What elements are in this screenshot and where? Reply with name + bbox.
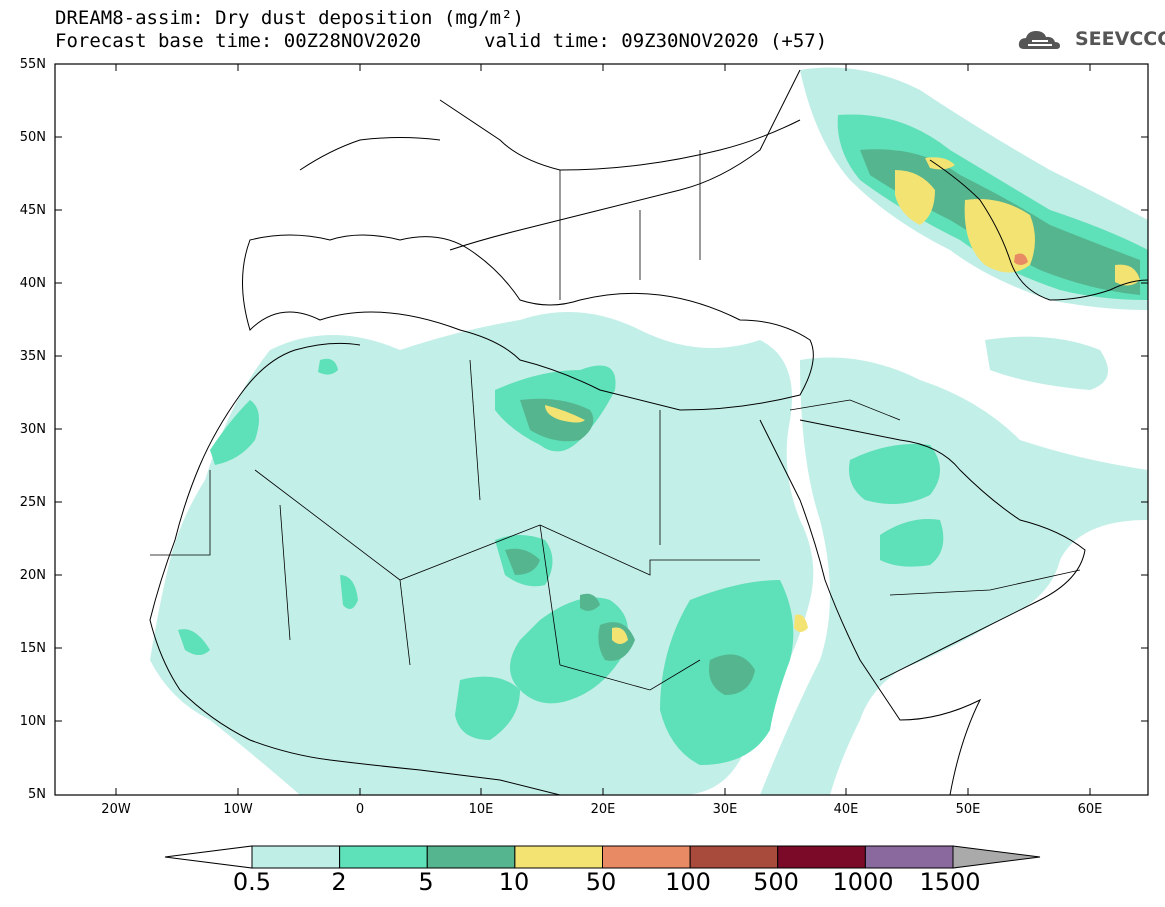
lat-label-55n: 55N [19, 57, 46, 72]
valid-time: valid time: 09Z30NOV2020 (+57) [484, 30, 828, 52]
legend-label-10: 10 [498, 868, 530, 896]
lat-label-30n: 30N [19, 422, 46, 437]
lon-label-10w: 10W [223, 802, 253, 817]
lon-label-10e: 10E [468, 802, 494, 817]
legend-label-2: 2 [331, 868, 347, 896]
lat-label-10n: 10N [19, 714, 46, 729]
legend-label-5: 5 [418, 868, 434, 896]
lat-label-15n: 15N [19, 641, 46, 656]
lon-label-30e: 30E [712, 802, 738, 817]
lon-label-40e: 40E [833, 802, 859, 817]
axis-ticks [55, 63, 1148, 795]
coastlines [55, 64, 1148, 795]
legend-label-50: 50 [585, 868, 617, 896]
legend-label-1500: 1500 [919, 868, 981, 896]
lat-label-25n: 25N [19, 495, 46, 510]
legend-label-100: 100 [665, 868, 711, 896]
logo-text: SEEVCCC [1075, 28, 1165, 50]
lat-label-40n: 40N [19, 276, 46, 291]
map-title: DREAM8-assim: Dry dust deposition (mg/m²… [55, 7, 524, 29]
seevccc-logo: SEEVCCC [1016, 25, 1165, 55]
lon-label-60e: 60E [1077, 802, 1103, 817]
deposition-level-50-100 [1014, 253, 1028, 265]
deposition-level-0.5-2 [150, 67, 1148, 795]
lat-label-45n: 45N [19, 203, 46, 218]
country-borders [150, 150, 1081, 691]
legend-label-0.5: 0.5 [232, 868, 272, 896]
lat-label-50n: 50N [19, 130, 46, 145]
lat-label-20n: 20N [19, 568, 46, 583]
lat-label-5n: 5N [28, 787, 46, 802]
legend-label-500: 500 [753, 868, 799, 896]
lat-label-35n: 35N [19, 349, 46, 364]
forecast-base-time: Forecast base time: 00Z28NOV2020 [55, 30, 422, 52]
lon-label-50e: 50E [955, 802, 981, 817]
legend-label-1000: 1000 [832, 868, 894, 896]
cloud-icon [1018, 31, 1060, 49]
lon-label-0: 0 [355, 802, 365, 817]
lon-label-20e: 20E [590, 802, 616, 817]
lon-label-20w: 20W [101, 802, 131, 817]
